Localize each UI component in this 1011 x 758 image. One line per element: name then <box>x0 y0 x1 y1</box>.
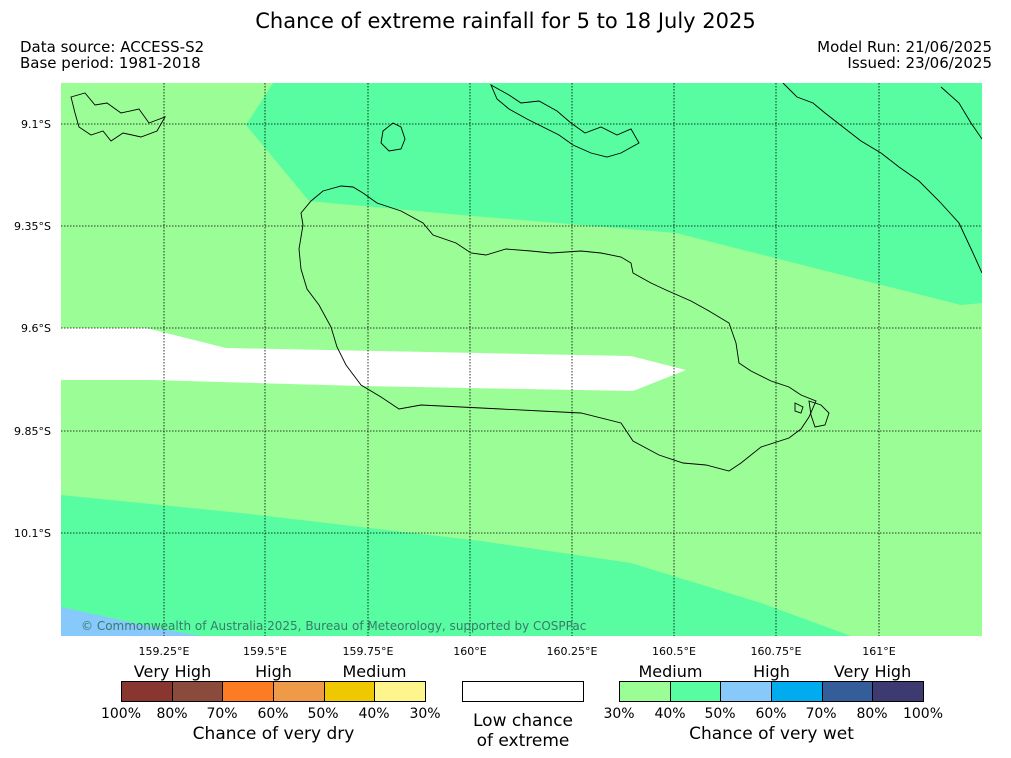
legend-wet-category: Very High <box>833 662 912 681</box>
legend-wet-swatch <box>772 682 823 701</box>
lon-tick-label: 159.75°E <box>342 645 394 658</box>
legend-wet-swatch <box>670 682 722 701</box>
coastline-malaita <box>782 83 982 274</box>
coastline-north-central <box>490 83 640 158</box>
coastline-southeast-islets <box>794 400 830 428</box>
lon-tick-label: 160.5°E <box>652 645 696 658</box>
data-source-text: Data source: ACCESS-S2 <box>20 38 205 56</box>
copyright-text: © Commonwealth of Australia 2025, Bureau… <box>81 619 587 633</box>
model-run-text: Model Run: 21/06/2025 <box>817 38 992 56</box>
legend-wet-swatch <box>873 682 924 701</box>
base-period-text: Base period: 1981-2018 <box>20 54 201 72</box>
legend-dry-tick: 80% <box>156 706 188 722</box>
legend-dry-category: Very High <box>133 662 212 681</box>
meta-right: Model Run: 21/06/2025 Issued: 23/06/2025 <box>817 39 992 71</box>
legend-wet-swatch <box>721 682 773 701</box>
lon-tick-label: 159.5°E <box>243 645 287 658</box>
map-svg <box>61 83 982 636</box>
lon-tick-label: 160.25°E <box>546 645 598 658</box>
legend-dry-swatch <box>122 682 173 701</box>
legend-wet-tick: 50% <box>704 706 736 722</box>
legend-wet-tick: 100% <box>902 706 944 722</box>
legend-wet-tick: 80% <box>856 706 888 722</box>
legend-wet-category: Medium <box>638 662 703 681</box>
lat-tick-label: 9.85°S <box>14 425 51 438</box>
legend-wet-tick: 70% <box>805 706 837 722</box>
coastline-east <box>940 86 982 140</box>
region-medium-30-40-west <box>61 83 146 328</box>
legend-wet-tick: 30% <box>603 706 635 722</box>
legend-dry-category: Medium <box>342 662 407 681</box>
issued-text: Issued: 23/06/2025 <box>847 54 992 72</box>
legend-dry-caption: Chance of very dry <box>192 724 355 744</box>
legend-dry-swatch <box>375 682 426 701</box>
legend-dry-swatch <box>172 682 224 701</box>
legend-dry-tick: 100% <box>100 706 142 722</box>
legend-wet-caption: Chance of very wet <box>689 724 854 744</box>
legend-dry-swatch <box>274 682 325 701</box>
coastline-northwest <box>70 92 167 142</box>
lon-tick-label: 160.75°E <box>750 645 802 658</box>
lon-tick-label: 161°E <box>862 645 896 658</box>
legend-wet-category: High <box>753 662 790 681</box>
legend-wet-swatch <box>822 682 874 701</box>
meta-left: Data source: ACCESS-S2 Base period: 1981… <box>20 39 204 71</box>
coastline-island-small-1 <box>380 122 406 152</box>
lat-tick-label: 9.6°S <box>21 322 51 335</box>
coastline-guadalcanal <box>298 185 817 472</box>
coastlines <box>70 83 982 472</box>
legend-dry-colorbar <box>121 681 426 702</box>
legend-low-caption-line: of extreme <box>476 731 570 751</box>
legend-dry-tick: 30% <box>409 706 441 722</box>
gridlines <box>61 83 982 636</box>
legend-dry-category: High <box>255 662 292 681</box>
legend-dry-tick: 40% <box>358 706 390 722</box>
region-medium-40-50-north <box>246 83 982 305</box>
legend-dry-swatch <box>223 682 275 701</box>
lat-tick-label: 10.1°S <box>14 527 51 540</box>
legend-low-swatch <box>462 681 584 702</box>
region-low-chance <box>61 328 686 391</box>
lon-tick-label: 159.25°E <box>138 645 190 658</box>
region-medium-40-50-south <box>61 495 851 636</box>
lat-tick-label: 9.35°S <box>14 220 51 233</box>
legend-dry-tick: 70% <box>206 706 238 722</box>
lon-tick-label: 160°E <box>453 645 487 658</box>
legend-low-caption-line: Low chance <box>473 711 573 731</box>
legend-wet-swatch <box>620 682 671 701</box>
map-panel <box>61 83 982 636</box>
legend-low-caption: Low chance of extreme <box>443 711 603 751</box>
legend-dry-tick: 60% <box>257 706 289 722</box>
legend-wet-colorbar <box>619 681 924 702</box>
legend-dry-swatch <box>324 682 376 701</box>
chart-title: Chance of extreme rainfall for 5 to 18 J… <box>255 9 756 33</box>
legend-dry-tick: 50% <box>307 706 339 722</box>
region-high-50-60 <box>61 607 201 636</box>
lat-tick-label: 9.1°S <box>21 118 51 131</box>
legend-wet-tick: 60% <box>755 706 787 722</box>
legend-wet-tick: 40% <box>654 706 686 722</box>
